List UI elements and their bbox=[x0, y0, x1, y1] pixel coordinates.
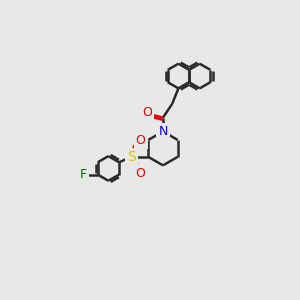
Text: F: F bbox=[80, 168, 87, 181]
Text: O: O bbox=[136, 134, 146, 147]
Text: O: O bbox=[142, 106, 152, 119]
Text: S: S bbox=[127, 150, 136, 164]
Text: O: O bbox=[136, 167, 146, 180]
Text: N: N bbox=[158, 125, 168, 138]
